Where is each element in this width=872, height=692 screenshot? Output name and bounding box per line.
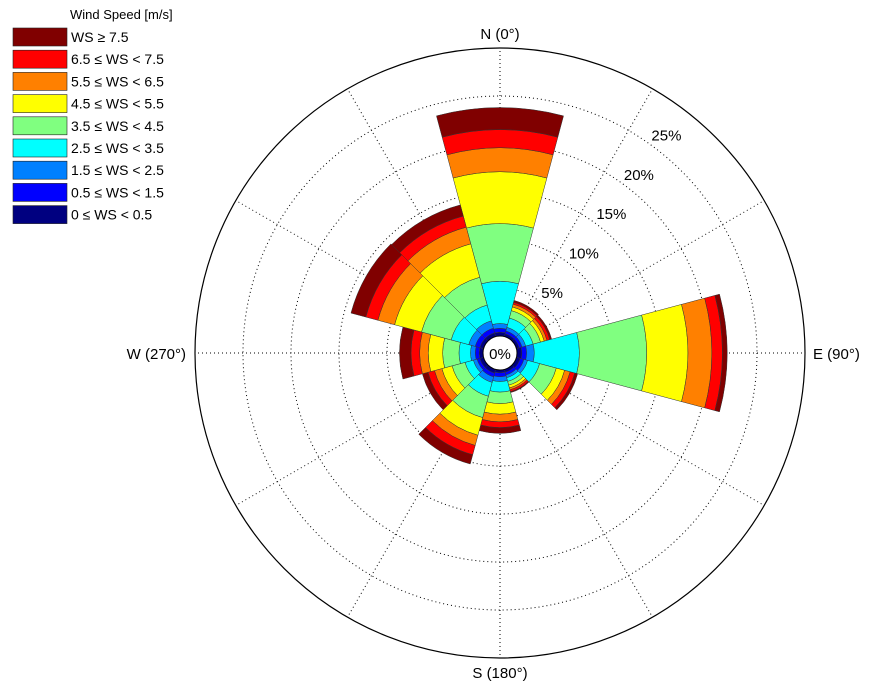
sector-segment [350,243,403,318]
radial-tick-label: 10% [569,245,599,262]
grid-spoke [508,367,653,618]
legend-label: 5.5 ≤ WS < 6.5 [71,73,164,89]
sector-segment [513,300,539,317]
legend-label: 3.5 ≤ WS < 4.5 [71,118,164,134]
legend-label: 1.5 ≤ WS < 2.5 [71,162,164,178]
legend-swatch [12,205,68,224]
center-circle [482,335,518,371]
sector-segment [493,328,507,334]
legend-title: Wind Speed [m/s] [70,7,173,22]
legend-label: 0.5 ≤ WS < 1.5 [71,184,164,200]
wind-sectors [350,107,728,465]
legend-swatch [12,138,68,158]
legend-swatch [12,27,68,47]
sector-segment [520,345,527,361]
legend: Wind Speed [m/s] WS ≥ 7.5 6.5 ≤ WS < 7.5 5… [12,7,173,224]
legend-label: 4.5 ≤ WS < 5.5 [71,96,164,112]
center-label: 0% [489,346,511,363]
sector-segment [483,401,517,415]
radial-tick-label: 5% [541,285,563,302]
sector-segment [475,346,481,360]
direction-label-east: E (90°) [813,346,860,363]
legend-swatch [12,49,68,69]
polar-overlay: 0% N (0°) E (90°) S (180°) W (270°) [127,26,860,682]
sector-segment [493,371,507,377]
radial-tick-label: 15% [596,206,626,223]
legend-label: WS ≥ 7.5 [71,29,129,45]
sector-segment [641,304,689,402]
sector-segment [489,380,511,393]
legend-items: WS ≥ 7.5 6.5 ≤ WS < 7.5 5.5 ≤ WS < 6.5 4.5 … [12,27,164,224]
radial-tick-label: 20% [624,167,654,184]
sector-segment [418,427,474,465]
outer-ring [194,47,806,659]
sector-segment [442,337,461,369]
sector-segment [436,107,564,138]
legend-label: 0 ≤ WS < 0.5 [71,207,152,223]
sector-segment [714,293,728,413]
direction-label-south: S (180°) [472,665,527,682]
direction-label-west: W (270°) [127,346,186,363]
legend-swatch [12,94,68,113]
grid-spoke [508,88,653,339]
sector-segment [492,375,508,382]
grid-spoke [514,200,765,345]
legend-swatch [12,183,68,202]
legend-label: 6.5 ≤ WS < 7.5 [71,51,164,67]
legend-label: 2.5 ≤ WS < 3.5 [71,140,164,156]
sector-segment [458,342,472,364]
sector-segment [492,323,508,330]
sector-segment [428,334,445,372]
sector-segment [486,390,514,404]
radial-tick-labels: 5% 10% 15% 20% 25% [541,127,681,301]
sector-segment [525,343,535,363]
sector-segment [452,171,548,229]
legend-swatch [12,72,68,91]
direction-label-north: N (0°) [480,26,519,43]
sector-segment [391,204,464,254]
legend-swatch [12,116,68,136]
sector-segment [470,345,477,361]
radial-tick-label: 25% [651,127,681,144]
sector-segment [576,314,647,392]
sector-segment [554,372,578,411]
legend-swatch [12,160,68,180]
